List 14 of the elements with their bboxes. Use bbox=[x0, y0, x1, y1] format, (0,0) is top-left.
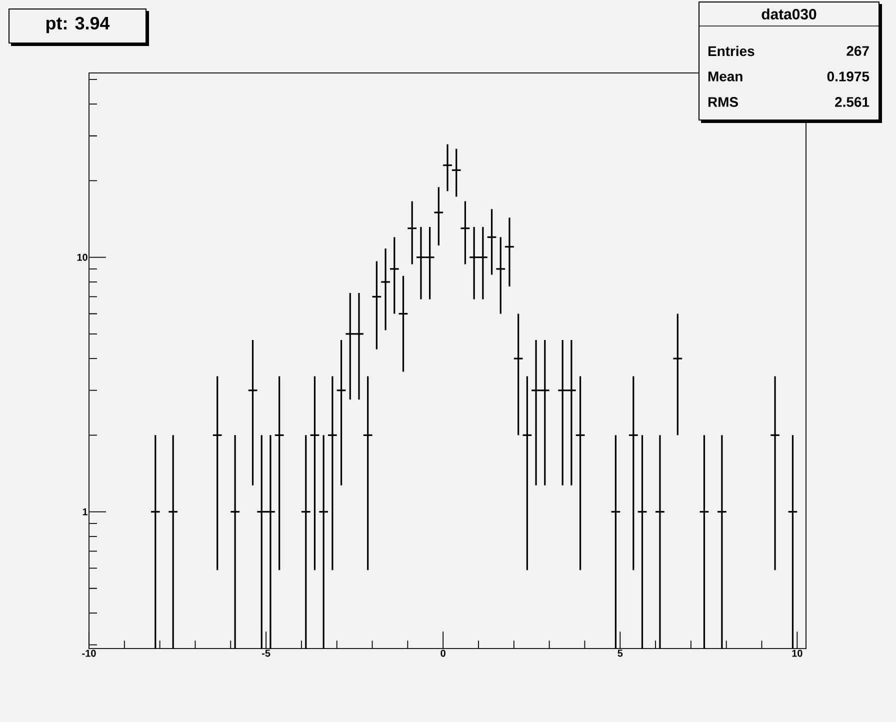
text: 2.561 bbox=[835, 97, 870, 107]
chart-title: pt: 3.94 bbox=[46, 16, 110, 34]
annotation: Mean bbox=[708, 72, 742, 82]
x-tick-label: 10 bbox=[792, 650, 802, 657]
text: Entries bbox=[708, 46, 754, 56]
x-tick-label: -10 bbox=[82, 650, 96, 657]
text: 0.1975 bbox=[827, 72, 870, 82]
y-tick-label: 1 bbox=[82, 508, 88, 516]
text: data030 bbox=[762, 8, 816, 20]
x-tick-label: 0 bbox=[440, 650, 446, 657]
x-tick-label: 5 bbox=[618, 650, 623, 657]
text: 267 bbox=[846, 46, 869, 56]
x-tick-label: -5 bbox=[262, 650, 270, 657]
annotation: RMS bbox=[708, 97, 738, 107]
